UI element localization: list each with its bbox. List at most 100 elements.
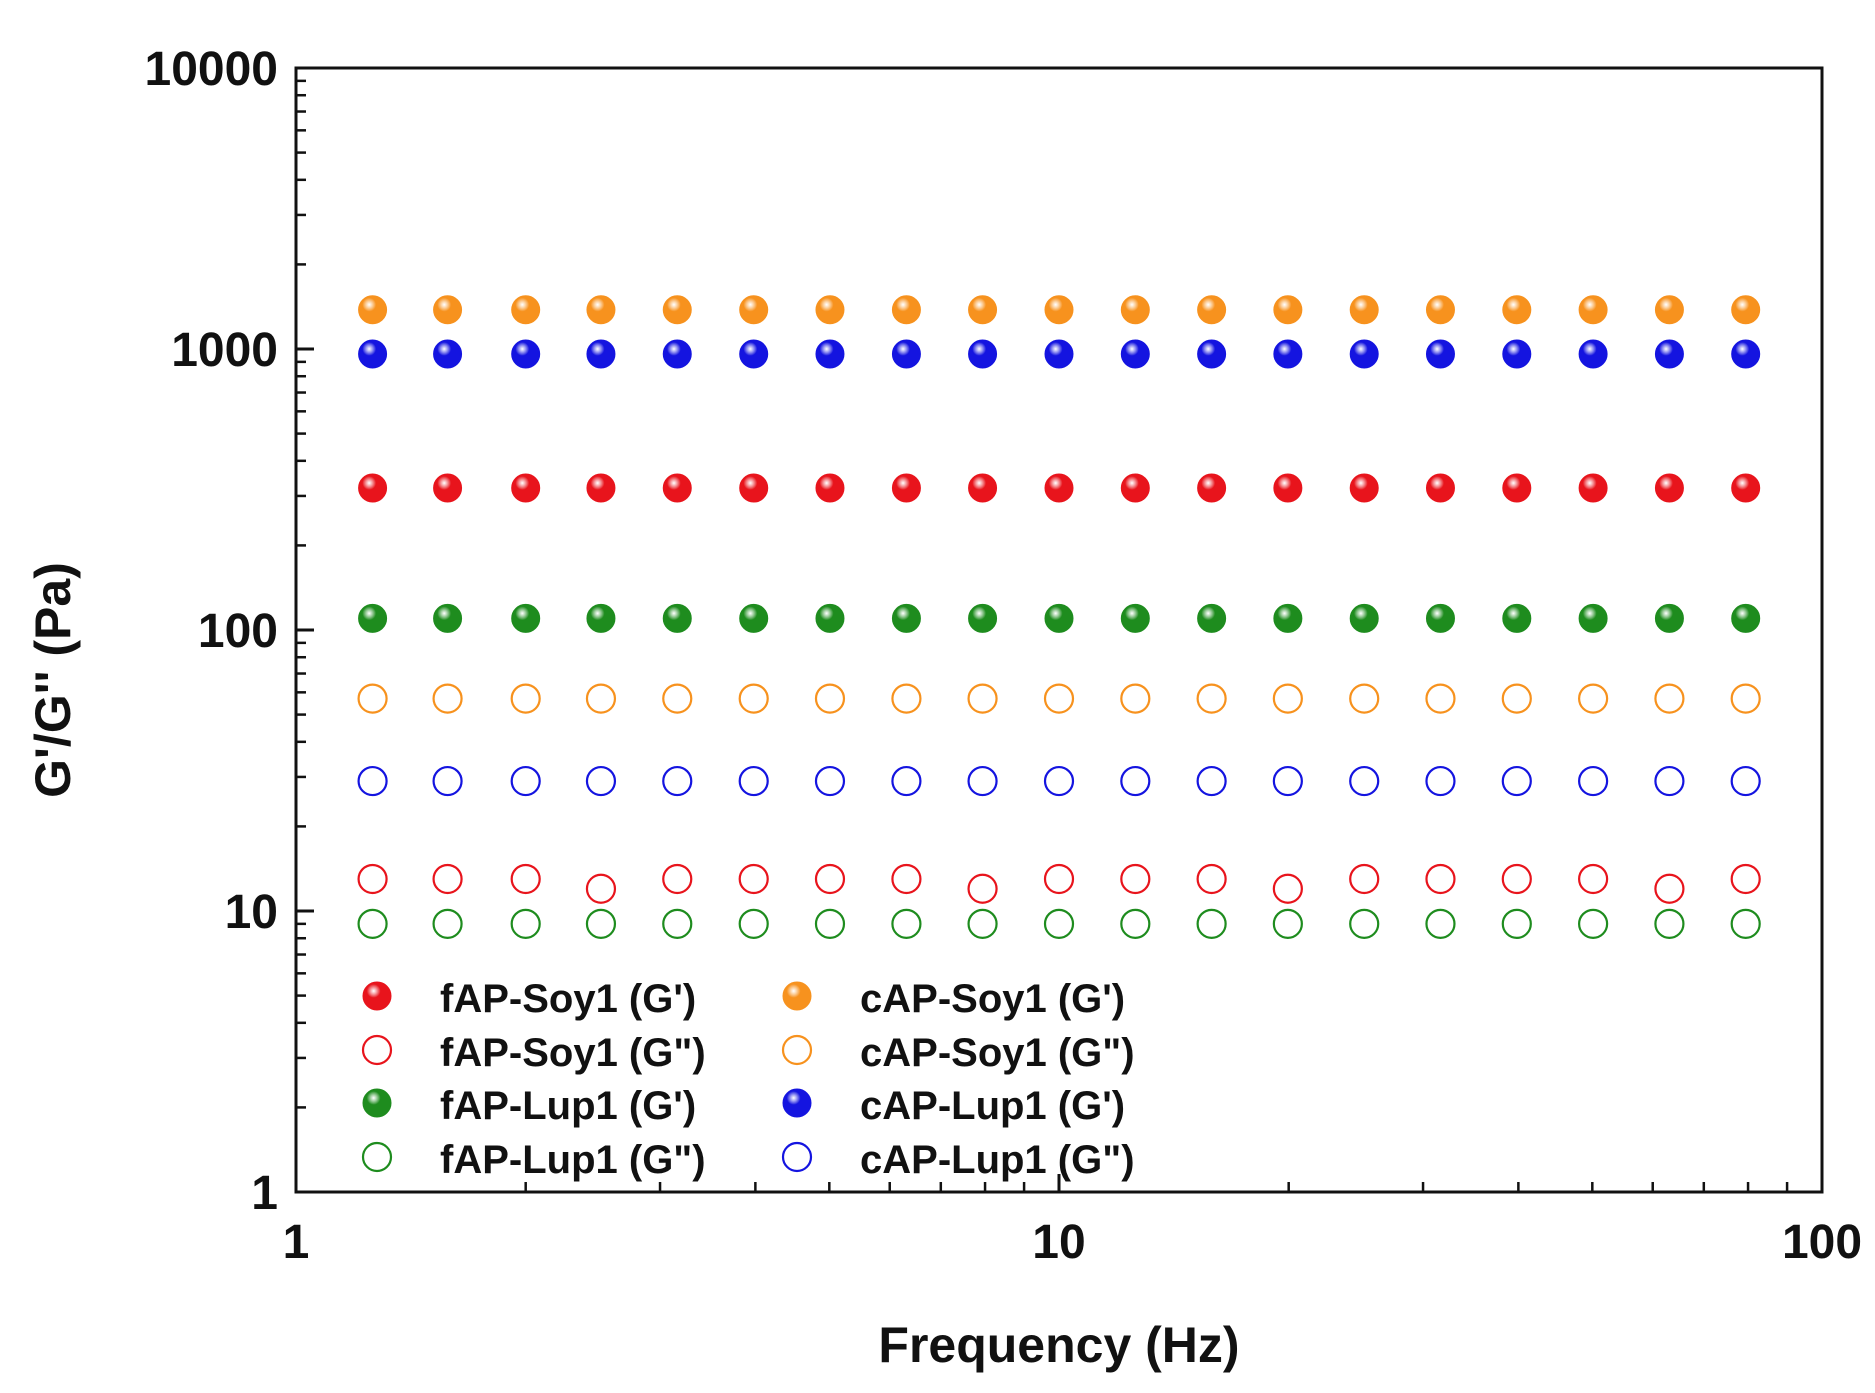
data-point	[1120, 295, 1150, 325]
data-point	[433, 603, 463, 633]
legend-marker	[781, 1141, 813, 1173]
data-point	[1196, 765, 1227, 797]
data-point	[357, 863, 388, 895]
legend-label: cAP-Lup1 (G")	[860, 1138, 1135, 1182]
data-point	[1196, 683, 1227, 714]
data-point	[662, 765, 693, 797]
data-point	[1425, 339, 1455, 369]
legend-label: fAP-Soy1 (G")	[440, 1031, 706, 1075]
data-point	[1196, 863, 1227, 895]
data-point	[815, 295, 845, 325]
data-point	[891, 295, 921, 325]
data-point	[1654, 339, 1684, 369]
data-point	[1425, 295, 1455, 325]
data-point	[1349, 295, 1379, 325]
data-point	[510, 908, 541, 939]
data-point	[1197, 339, 1227, 369]
y-axis-title: G'/G'' (Pa)	[25, 562, 81, 798]
data-point	[586, 473, 616, 503]
data-point	[1654, 295, 1684, 325]
legend-item: cAP-Soy1 (G')	[782, 977, 1125, 1021]
data-point	[511, 473, 541, 503]
legend-marker	[362, 1088, 392, 1118]
data-point	[1349, 473, 1379, 503]
data-point	[1578, 603, 1608, 633]
data-point	[662, 683, 693, 714]
data-point	[1043, 683, 1075, 714]
data-point	[1197, 603, 1227, 633]
data-point	[814, 683, 846, 714]
data-point	[585, 765, 617, 797]
data-point	[1501, 765, 1532, 797]
data-point	[586, 295, 616, 325]
x-tick-label: 10	[1032, 1216, 1085, 1269]
data-point	[814, 863, 846, 895]
data-point	[357, 683, 388, 714]
data-point	[891, 765, 922, 797]
data-point	[1273, 473, 1303, 503]
data-point	[1196, 908, 1227, 939]
data-point	[1120, 683, 1151, 714]
data-point	[1349, 765, 1380, 797]
data-point	[511, 295, 541, 325]
data-point	[1578, 765, 1609, 797]
data-point	[1425, 863, 1456, 895]
data-point	[358, 295, 388, 325]
series-5	[357, 683, 1761, 714]
data-point	[433, 295, 463, 325]
data-point	[1578, 908, 1609, 939]
data-point	[357, 765, 388, 797]
data-point	[1044, 603, 1074, 633]
data-point	[1120, 765, 1151, 797]
data-point	[967, 765, 998, 797]
legend-item: cAP-Lup1 (G")	[781, 1138, 1135, 1182]
x-tick-label: 100	[1782, 1216, 1862, 1269]
data-point	[891, 683, 922, 714]
data-point	[814, 908, 846, 939]
series-2	[358, 603, 1761, 633]
series-4	[358, 295, 1761, 325]
data-point	[433, 473, 463, 503]
data-point	[510, 683, 541, 714]
data-point	[1501, 863, 1532, 895]
legend-marker	[782, 981, 812, 1011]
data-point	[1578, 863, 1609, 895]
data-point	[1349, 339, 1379, 369]
data-point	[358, 473, 388, 503]
data-point	[1272, 908, 1303, 939]
data-point	[586, 603, 616, 633]
legend-label: fAP-Lup1 (G")	[440, 1138, 706, 1182]
data-point	[815, 473, 845, 503]
data-point	[1425, 603, 1455, 633]
data-point	[815, 603, 845, 633]
y-tick-label: 1	[251, 1167, 278, 1220]
data-point	[511, 339, 541, 369]
y-tick-label: 10000	[145, 43, 278, 96]
data-point	[358, 339, 388, 369]
data-point	[891, 603, 921, 633]
data-point	[1578, 473, 1608, 503]
data-point	[1501, 683, 1532, 714]
data-point	[967, 908, 998, 939]
series-1	[357, 863, 1761, 904]
data-point	[1044, 339, 1074, 369]
series-7	[357, 765, 1761, 797]
data-point	[1349, 863, 1380, 895]
data-point	[1502, 603, 1532, 633]
data-point	[1501, 908, 1532, 939]
legend-label: cAP-Soy1 (G")	[860, 1031, 1135, 1075]
data-point	[814, 765, 846, 797]
data-point	[1502, 473, 1532, 503]
data-point	[1043, 863, 1075, 895]
data-point	[1425, 683, 1456, 714]
data-point	[585, 873, 617, 904]
data-point	[1578, 339, 1608, 369]
data-point	[432, 765, 463, 797]
legend-item: cAP-Soy1 (G")	[781, 1031, 1135, 1075]
data-point	[1272, 873, 1303, 904]
data-point	[739, 603, 769, 633]
axes: 1 10 100 1000 10000 1 10 100	[145, 43, 1863, 1269]
data-point	[1272, 683, 1303, 714]
data-point	[1578, 295, 1608, 325]
data-point	[739, 339, 769, 369]
